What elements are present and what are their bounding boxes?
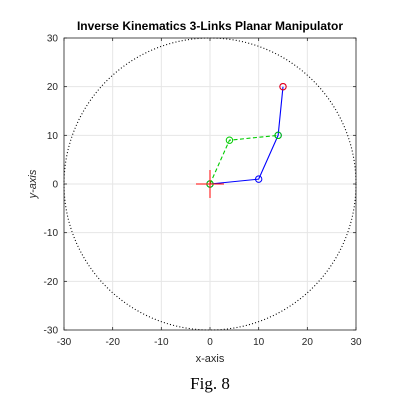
y-tick-label: 20 [47, 82, 59, 93]
x-tick-label: 30 [350, 337, 362, 348]
y-tick-label: -30 [44, 326, 59, 337]
y-tick-label: -10 [44, 228, 59, 239]
joint-marker [225, 136, 234, 144]
target-point-marker [279, 82, 287, 91]
series-line-1 [209, 86, 284, 185]
x-tick-label: 10 [253, 337, 265, 348]
y-axis-label: y-axis [27, 169, 39, 199]
plot-area: -30 -20 -10 0 10 20 30 -30 -20 -10 0 10 20 30 [44, 34, 362, 349]
x-tick-label: -10 [154, 337, 169, 348]
joint-marker [254, 175, 263, 183]
x-tick-label: 0 [207, 337, 213, 348]
y-tick-label: 30 [47, 34, 59, 45]
chart-title: Inverse Kinematics 3-Links Planar Manipu… [77, 19, 343, 33]
y-tick-label: 0 [52, 180, 58, 191]
x-axis-label: x-axis [196, 353, 225, 365]
x-tick-label: -30 [57, 337, 72, 348]
x-tick-label: 20 [302, 337, 314, 348]
y-tick-label: 10 [47, 131, 59, 142]
y-tick-label: -20 [44, 277, 59, 288]
series-line-2 [209, 134, 279, 185]
joint-marker [274, 131, 282, 140]
x-tick-label: -20 [105, 337, 120, 348]
figure-caption: Fig. 8 [190, 374, 230, 393]
